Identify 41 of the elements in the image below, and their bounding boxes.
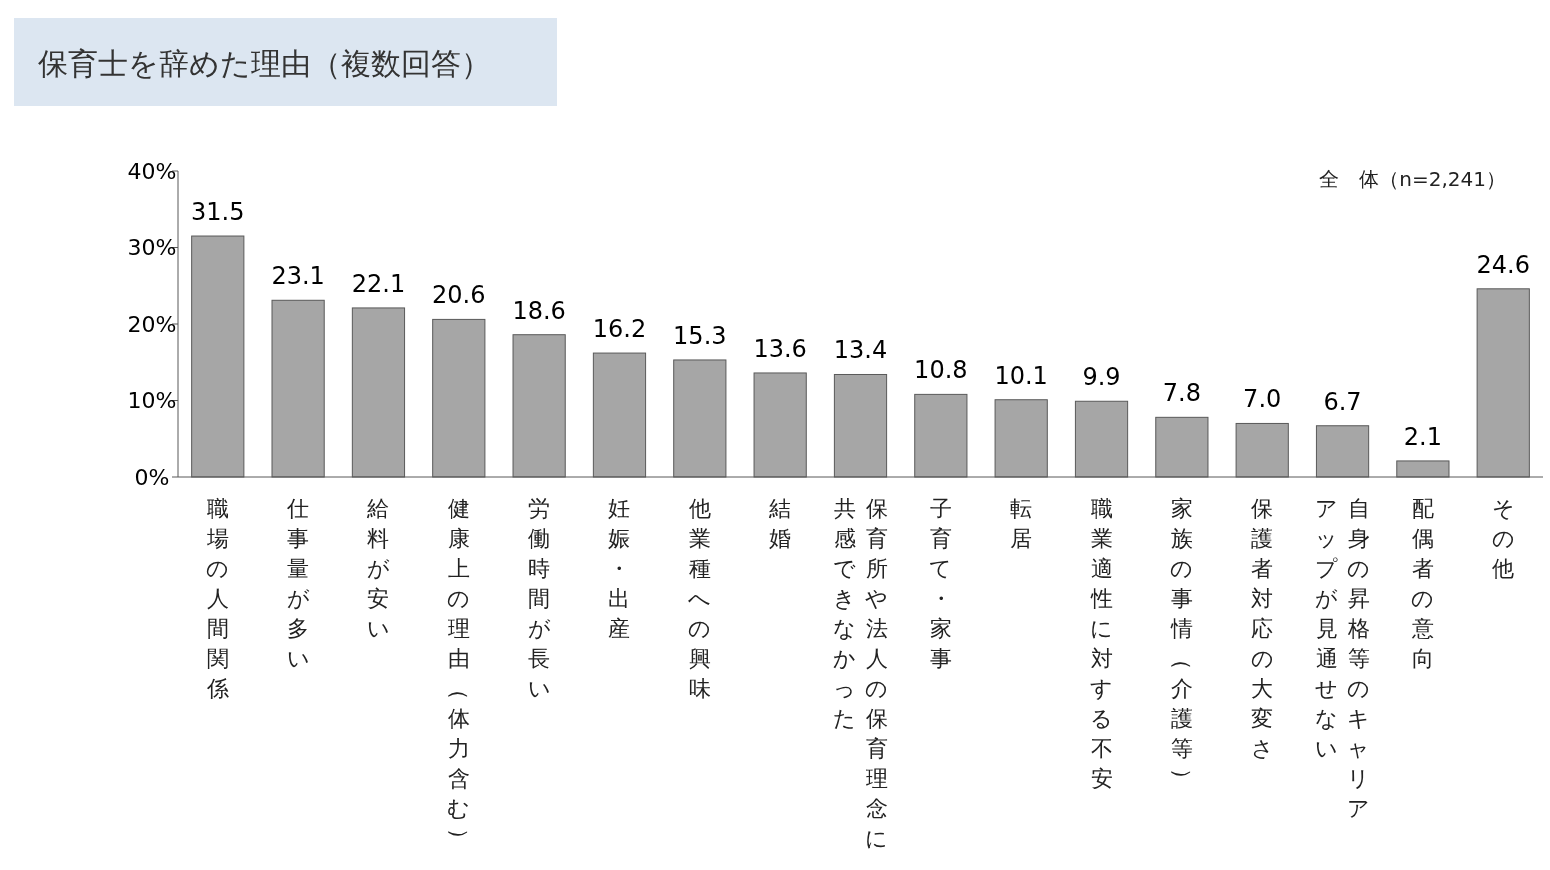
data-label: 7.0: [1243, 385, 1282, 414]
x-tick-label: 職業適性に対する不安: [1089, 496, 1114, 791]
x-tick-label: 保育所や法人の保育理念に共感できなかった: [833, 496, 888, 851]
x-tick-label: 家族の事情（介護等）: [1169, 496, 1195, 790]
x-tick-label: その他: [1491, 496, 1515, 581]
y-tick-label: 20%: [127, 311, 177, 337]
x-tick-label: 結婚: [768, 496, 792, 551]
data-label: 15.3: [673, 321, 727, 350]
y-tick-label: 10%: [127, 388, 177, 414]
x-tick-label: 労働時間が長い: [527, 496, 551, 701]
x-tick-label: 健康上の理由（体力含む）: [446, 496, 472, 850]
annotation: 全 体（n=2,241）: [1319, 167, 1506, 191]
x-tick-label: 給料が安い: [366, 496, 390, 641]
data-label: 6.7: [1323, 387, 1362, 416]
data-label: 2.1: [1403, 422, 1442, 451]
data-label: 18.6: [512, 296, 566, 325]
data-label: 10.1: [994, 361, 1048, 390]
x-tick-label: 仕事量が多い: [286, 496, 310, 671]
data-label: 13.4: [833, 336, 888, 365]
data-label: 10.8: [914, 356, 968, 385]
x-tick-label: 他業種への興味: [688, 496, 712, 701]
chart-title: 保育士を辞めた理由（複数回答）: [38, 46, 491, 81]
x-tick-label: 自身の昇格等のキャリアアップが見通せない: [1315, 496, 1371, 821]
data-label: 24.6: [1476, 250, 1530, 279]
data-label: 9.9: [1082, 363, 1121, 392]
data-label: 22.1: [351, 269, 406, 298]
x-tick-label: 配偶者の意向: [1410, 496, 1435, 671]
y-tick-label: 0%: [134, 464, 170, 490]
x-tick-label: 保護者対応の大変さ: [1250, 496, 1274, 761]
x-tick-label: 妊娠・出産: [608, 496, 631, 641]
data-label: 31.5: [191, 198, 245, 227]
x-tick-label: 子育て・家事: [929, 496, 953, 671]
data-label: 23.1: [271, 262, 325, 291]
x-tick-label: 転居: [1010, 496, 1033, 551]
data-label: 16.2: [592, 315, 647, 344]
y-tick-label: 40%: [127, 158, 177, 184]
y-tick-label: 30%: [127, 235, 177, 261]
data-label: 7.8: [1162, 379, 1201, 408]
data-label: 13.6: [753, 334, 807, 363]
data-label: 20.6: [432, 281, 486, 310]
x-tick-label: 職場の人間関係: [205, 496, 230, 701]
